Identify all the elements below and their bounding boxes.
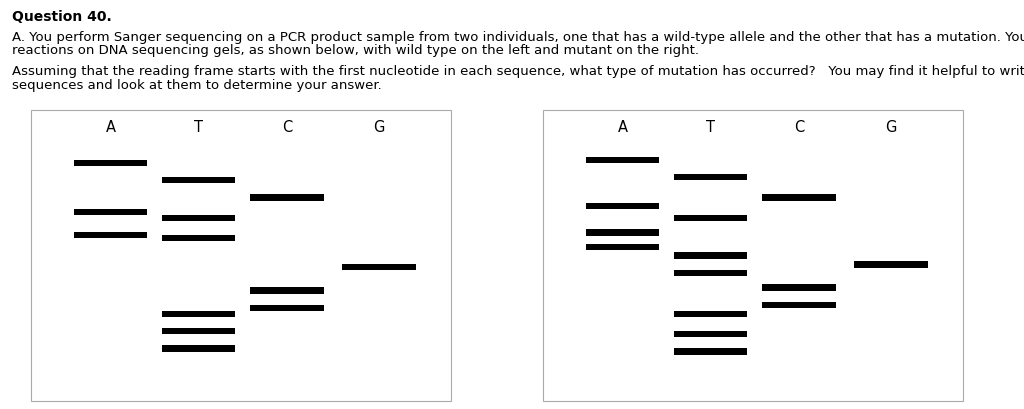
Text: T: T [707, 120, 715, 135]
Text: C: C [282, 120, 292, 135]
Bar [162, 215, 236, 221]
Bar [162, 345, 236, 352]
Text: A: A [617, 120, 628, 135]
FancyBboxPatch shape [31, 110, 451, 401]
Bar [674, 174, 748, 180]
Bar [74, 209, 147, 215]
Bar [162, 328, 236, 334]
Text: Assuming that the reading frame starts with the first nucleotide in each sequenc: Assuming that the reading frame starts w… [12, 65, 1024, 79]
Bar [586, 157, 659, 163]
Bar [854, 261, 928, 267]
Bar [250, 305, 324, 311]
Bar [586, 244, 659, 250]
Text: Question 40.: Question 40. [12, 10, 112, 24]
Bar [762, 194, 836, 201]
Bar [162, 177, 236, 183]
Bar [674, 348, 748, 355]
Text: T: T [195, 120, 203, 135]
Bar [762, 302, 836, 308]
Text: G: G [374, 120, 385, 135]
Bar [674, 252, 748, 259]
Text: reactions on DNA sequencing gels, as shown below, with wild type on the left and: reactions on DNA sequencing gels, as sho… [12, 44, 699, 57]
Bar [674, 310, 748, 317]
Bar [674, 331, 748, 337]
Bar [250, 194, 324, 201]
Text: C: C [794, 120, 804, 135]
Bar [74, 160, 147, 166]
Bar [586, 229, 659, 236]
Bar [162, 235, 236, 241]
Bar [762, 284, 836, 291]
Bar [74, 232, 147, 238]
FancyBboxPatch shape [543, 110, 963, 401]
Bar [586, 203, 659, 209]
Text: sequences and look at them to determine your answer.: sequences and look at them to determine … [12, 79, 382, 92]
Text: A. You perform Sanger sequencing on a PCR product sample from two individuals, o: A. You perform Sanger sequencing on a PC… [12, 31, 1024, 44]
Bar [250, 287, 324, 294]
Text: A: A [105, 120, 116, 135]
Bar [162, 310, 236, 317]
Bar [674, 215, 748, 221]
Bar [342, 264, 416, 270]
Text: G: G [886, 120, 897, 135]
Bar [674, 270, 748, 276]
